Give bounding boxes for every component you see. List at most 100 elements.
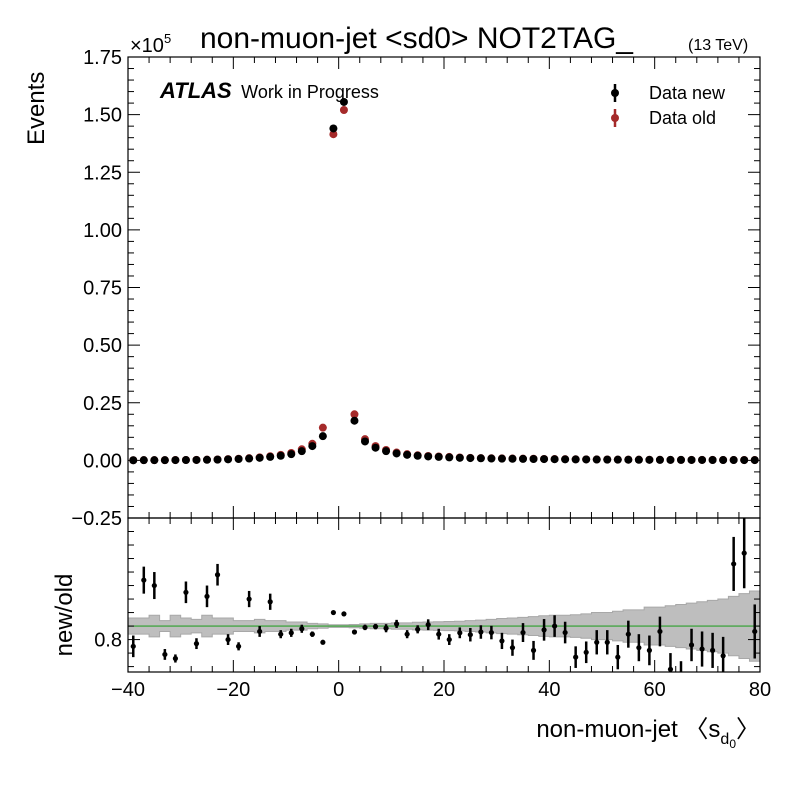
legend-marker-old xyxy=(611,114,619,122)
ratio-point xyxy=(710,647,716,653)
data-point-new xyxy=(150,456,159,465)
ratio-point xyxy=(488,629,494,636)
x-axis-title-sub-0: 0 xyxy=(729,737,736,751)
data-point-new xyxy=(603,455,612,464)
chart-title: non-muon-jet <sd0> NOT2TAG_ xyxy=(200,22,634,55)
data-point-new xyxy=(339,97,348,106)
data-point-new xyxy=(434,452,443,461)
data-point-new xyxy=(445,453,454,462)
ratio-point xyxy=(699,646,705,652)
legend-label-new: Data new xyxy=(649,83,726,103)
ratio-point xyxy=(204,593,210,599)
legend: Data new Data old xyxy=(611,83,726,128)
x-tick-label: −40 xyxy=(111,679,145,701)
data-point-new xyxy=(129,456,138,465)
ratio-point xyxy=(288,630,294,636)
ratio-point xyxy=(457,630,463,636)
ratio-point xyxy=(162,651,168,658)
y-tick-label: 1.75 xyxy=(83,47,122,69)
ratio-point xyxy=(130,643,136,649)
y-tick-label: 1.25 xyxy=(83,162,122,184)
x-tick-label: 60 xyxy=(644,679,666,701)
ratio-point xyxy=(573,654,579,660)
y-multiplier: ×105 xyxy=(130,31,171,57)
y-multiplier-base: ×10 xyxy=(130,35,164,57)
data-point-old xyxy=(318,423,327,432)
ratio-y-ticks: 0.8 xyxy=(94,531,760,668)
y-tick-label: 1.00 xyxy=(83,220,122,242)
data-point-new xyxy=(266,452,275,461)
ratio-point xyxy=(172,655,178,662)
data-point-new xyxy=(160,456,169,465)
ratio-point xyxy=(752,628,758,635)
x-tick-label: −20 xyxy=(216,679,250,701)
data-point-new xyxy=(708,456,717,465)
atlas-label-group: ATLAS Work in Progress xyxy=(159,78,379,103)
ratio-point xyxy=(299,626,305,632)
legend-marker-new xyxy=(611,89,619,97)
ratio-point xyxy=(509,645,516,651)
main-data-points xyxy=(129,97,759,465)
data-point-new xyxy=(424,452,433,461)
data-point-new xyxy=(392,449,401,458)
ratio-point xyxy=(404,631,410,637)
x-tick-label: 20 xyxy=(433,679,455,701)
ratio-panel-frame xyxy=(127,517,761,673)
ratio-point xyxy=(446,636,452,643)
y-axis-title: Events xyxy=(23,72,50,145)
data-point-new xyxy=(234,454,243,463)
data-point-new xyxy=(245,454,254,463)
ratio-point xyxy=(372,624,379,630)
data-point-new xyxy=(308,442,317,451)
data-point-new xyxy=(645,455,654,464)
ratio-point xyxy=(636,645,642,651)
ratio-point xyxy=(467,632,473,638)
ratio-point xyxy=(720,653,726,659)
data-point-new xyxy=(276,451,285,460)
y-tick-label: 0.50 xyxy=(83,335,122,357)
ratio-point xyxy=(688,642,695,648)
data-point-new xyxy=(624,455,633,464)
x-tick-label: 80 xyxy=(749,679,771,701)
data-point-new xyxy=(455,453,464,462)
ratio-point xyxy=(394,621,400,627)
ratio-point xyxy=(267,599,273,605)
ratio-point xyxy=(530,647,537,653)
data-point-new xyxy=(582,455,591,464)
data-point-new xyxy=(224,455,233,464)
ratio-point xyxy=(594,639,600,645)
ratio-point xyxy=(436,631,442,637)
data-point-new xyxy=(666,455,675,464)
ratio-point xyxy=(604,639,610,645)
data-point-new xyxy=(508,454,517,463)
ratio-data-points xyxy=(130,518,758,672)
ratio-point xyxy=(236,643,242,649)
ratio-point xyxy=(193,641,200,647)
x-axis-title-prefix: non-muon-jet xyxy=(536,716,684,743)
ratio-point xyxy=(552,623,558,629)
data-point-old xyxy=(329,130,338,139)
data-point-new xyxy=(550,455,559,464)
data-point-new xyxy=(487,454,496,463)
ratio-point xyxy=(731,561,737,567)
data-point-new xyxy=(561,455,570,464)
x-axis-title: non-muon-jet 〈sd0〉 xyxy=(536,716,760,751)
ratio-point xyxy=(320,639,326,645)
data-point-new xyxy=(497,454,506,463)
data-point-new xyxy=(181,456,190,465)
ratio-point xyxy=(541,627,547,633)
data-point-new xyxy=(203,455,211,464)
ratio-point xyxy=(615,654,621,660)
ratio-point xyxy=(351,629,358,635)
main-y-ticks: −0.25 0.00 0.25 0.50 0.75 1.00 1.25 1.50 1.75 xyxy=(71,47,760,530)
legend-entry-new: Data new xyxy=(611,83,726,103)
ratio-point xyxy=(278,631,284,637)
ratio-point xyxy=(151,582,157,589)
ratio-point xyxy=(246,596,252,602)
data-point-new xyxy=(329,124,338,133)
data-point-new xyxy=(192,455,201,464)
data-point-new xyxy=(613,455,622,464)
y-tick-label: −0.25 xyxy=(71,508,122,530)
ratio-point xyxy=(667,666,674,672)
